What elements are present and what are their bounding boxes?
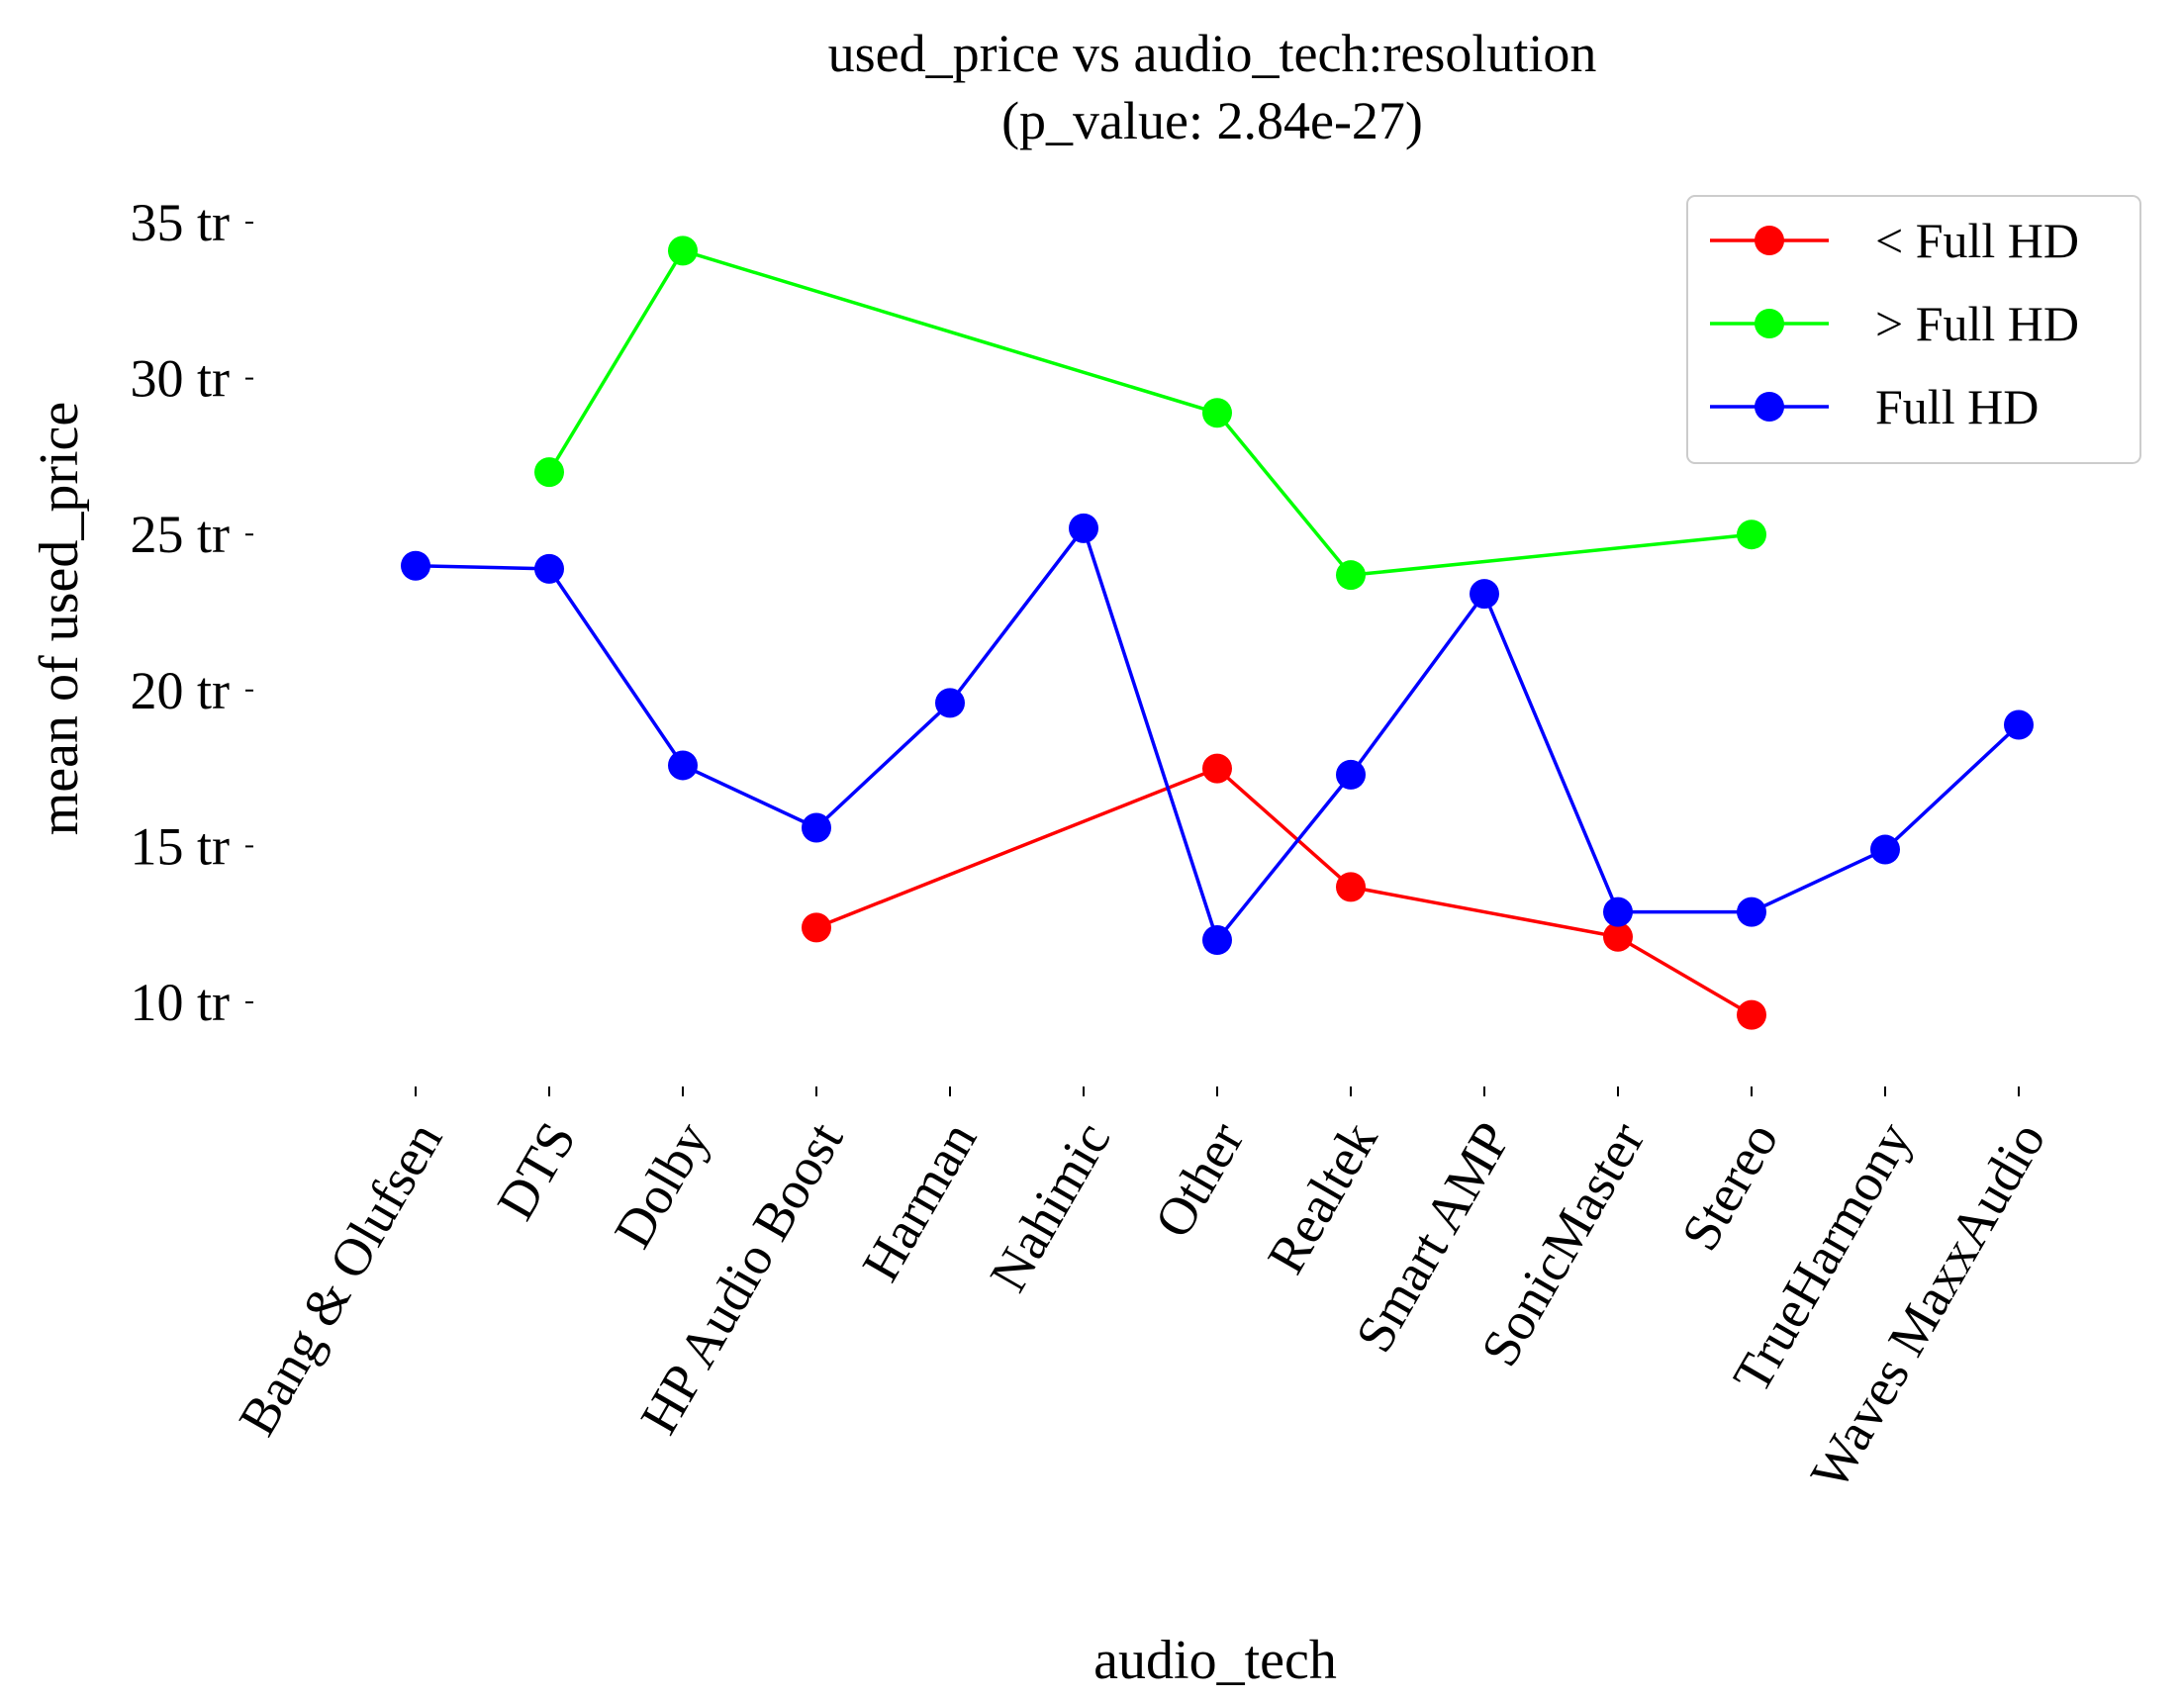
data-point (1202, 924, 1232, 955)
data-point (668, 750, 698, 781)
data-point (1737, 897, 1766, 927)
y-tick-label: 20 tr (131, 661, 231, 720)
legend: < Full HD > Full HD Full HD (1686, 195, 2141, 464)
y-tick-label: 30 tr (131, 349, 231, 409)
legend-label: Full HD (1875, 379, 2039, 434)
data-point (802, 812, 831, 843)
data-point (401, 550, 430, 581)
series-1 (534, 236, 1766, 591)
x-axis-label: audio_tech (1093, 1630, 1337, 1691)
y-axis-label: mean of used_price (29, 402, 90, 835)
series-2 (401, 513, 2034, 955)
series-0 (802, 753, 1766, 1030)
data-point (1069, 513, 1098, 543)
data-point (534, 553, 564, 584)
x-tick-label: Bang & Olufsen (227, 1112, 453, 1446)
chart-subtitle: (p_value: 2.84e-27) (1001, 91, 1423, 150)
data-point (1470, 579, 1499, 610)
x-tick-label: DTS (485, 1112, 587, 1229)
series-line (415, 524, 2021, 944)
data-point (2004, 709, 2034, 740)
data-point (1603, 921, 1633, 952)
y-tick-label: 35 tr (131, 193, 231, 252)
legend-label: < Full HD (1875, 213, 2079, 268)
x-tick-label: Other (1143, 1112, 1255, 1247)
x-tick-label: Dolby (603, 1112, 720, 1258)
data-point (935, 688, 965, 718)
y-tick-label: 10 tr (131, 973, 231, 1032)
chart-title: used_price vs audio_tech:resolution (828, 24, 1597, 83)
legend-marker (1755, 226, 1784, 255)
series-line (547, 248, 1753, 578)
data-point (1737, 519, 1766, 550)
legend-marker (1755, 309, 1784, 338)
y-tick-label: 25 tr (131, 505, 231, 564)
x-tick-label: Stereo (1669, 1112, 1789, 1260)
data-point (1737, 999, 1766, 1030)
data-point (1336, 759, 1366, 790)
data-point (1603, 897, 1633, 927)
data-point (1336, 872, 1366, 902)
legend-marker (1755, 392, 1784, 422)
data-point (1336, 560, 1366, 591)
y-tick-label: 15 tr (131, 816, 231, 876)
series-layer (401, 236, 2034, 1030)
data-point (668, 236, 698, 266)
legend-frame (1686, 195, 2141, 464)
data-point (1870, 834, 1900, 865)
y-axis: 10 tr 15 tr 20 tr 25 tr 30 tr 35 tr (131, 193, 253, 1032)
x-tick-label: Realtek (1256, 1112, 1388, 1283)
x-tick-label: Harman (850, 1112, 988, 1291)
data-point (1202, 398, 1232, 428)
data-point (802, 912, 831, 943)
legend-label: > Full HD (1875, 296, 2079, 351)
data-point (534, 457, 564, 488)
data-point (1202, 753, 1232, 784)
x-tick-label: Nahimic (978, 1112, 1121, 1301)
